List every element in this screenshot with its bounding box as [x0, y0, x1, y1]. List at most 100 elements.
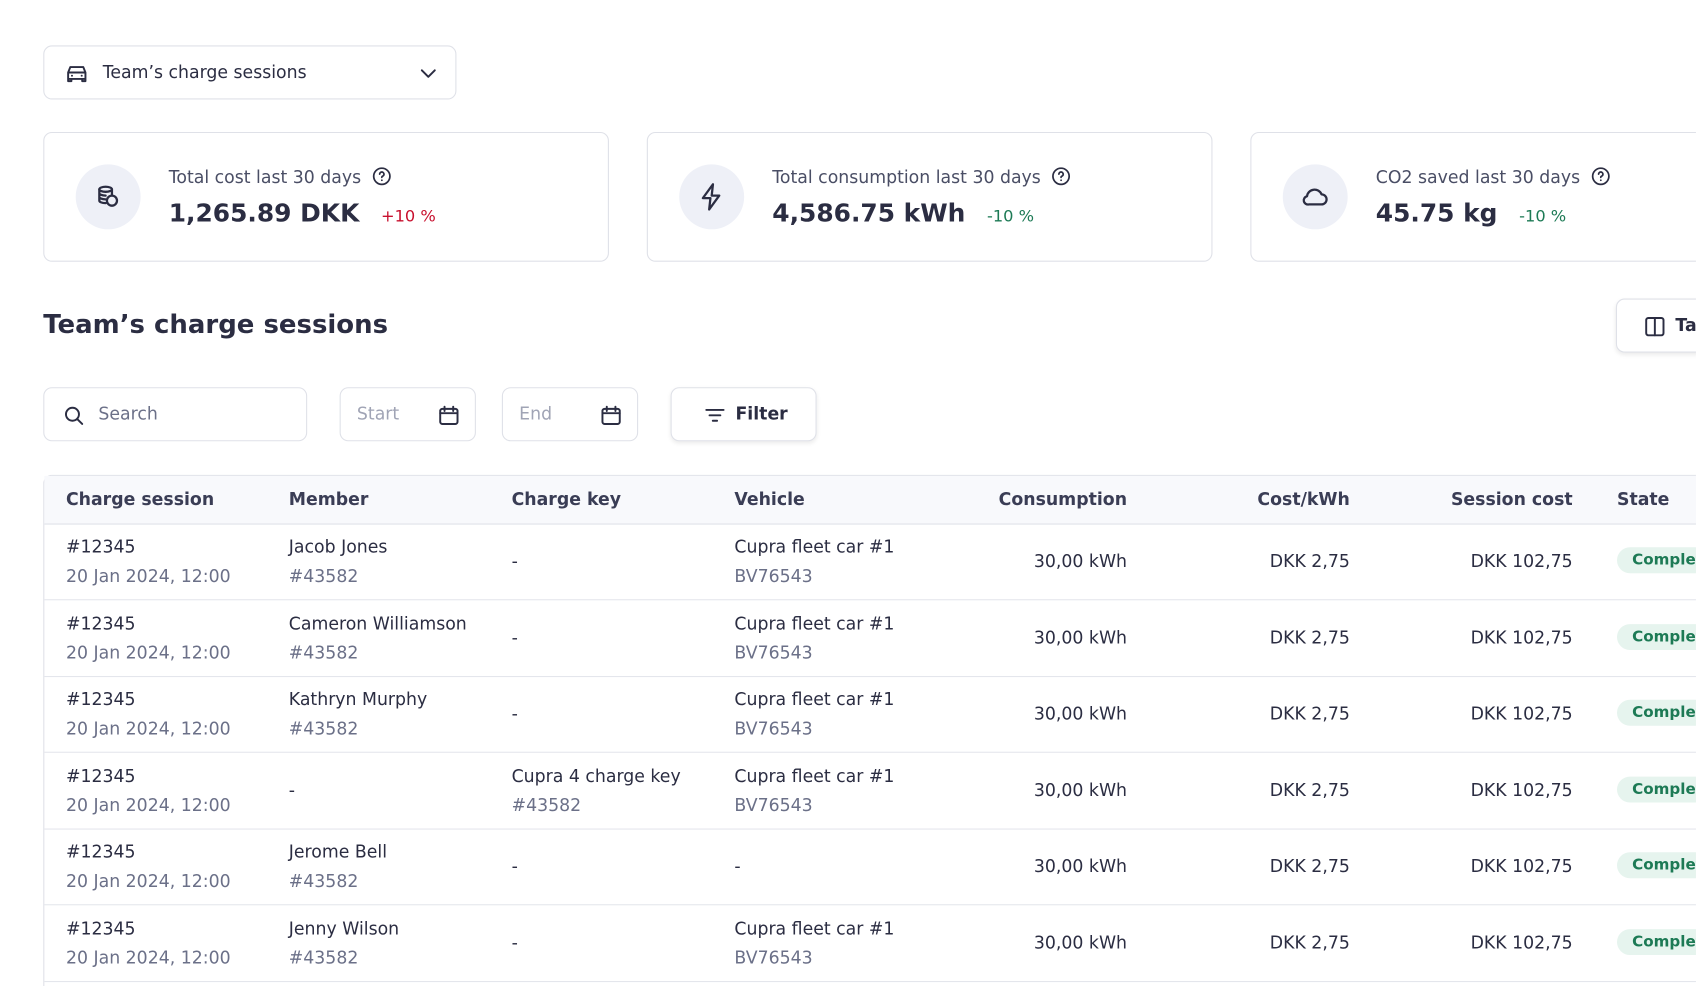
cell-value: - [734, 855, 741, 877]
table-button[interactable]: Ta [1615, 298, 1696, 353]
cell-value: DKK 2,75 [1269, 855, 1350, 877]
cell-primary: Cupra fleet car #1 [734, 917, 895, 939]
stat-card: Total cost last 30 days 1,265.89 DKK +10 % [43, 131, 609, 262]
filter-button[interactable]: Filter [670, 387, 817, 442]
cell-secondary: 20 Jan 2024, 12:00 [65, 718, 231, 739]
stat-card: Total consumption last 30 days 4,586.75 k… [646, 131, 1213, 262]
cell-primary: Cupra fleet car #1 [734, 688, 895, 710]
help-icon [1591, 167, 1610, 186]
cell-value: DKK 102,75 [1470, 931, 1573, 953]
cell-secondary: 20 Jan 2024, 12:00 [65, 641, 231, 663]
cell-value: - [511, 550, 518, 572]
cell-secondary: #43582 [288, 718, 359, 739]
stat-change: -10 % [1519, 206, 1567, 227]
cell-secondary: BV76543 [734, 946, 813, 968]
stat-card: CO2 saved last 30 days 45.75 kg -10 % [1250, 131, 1696, 262]
help-glyph [1591, 167, 1610, 186]
cell-secondary: #43582 [288, 641, 359, 663]
table-header [44, 475, 1696, 525]
cell-primary: Jenny Wilson [288, 917, 400, 939]
cell-secondary: 20 Jan 2024, 12:00 [65, 565, 231, 587]
state-badge: Complete [1616, 776, 1696, 803]
cell-value: 30,00 kWh [1033, 703, 1128, 724]
state-badge: Complete [1616, 852, 1696, 879]
column-header: Charge key [511, 488, 622, 510]
chevron-down [420, 69, 436, 78]
row-divider [44, 751, 1696, 753]
cell-secondary: #43582 [511, 794, 582, 815]
cell-value: - [511, 703, 518, 724]
start-placeholder: Start [356, 403, 400, 424]
stat-value: 45.75 kg [1375, 200, 1498, 229]
end-date[interactable]: End [501, 387, 639, 442]
stat-change: -10 % [987, 206, 1035, 227]
help-icon [372, 167, 391, 186]
cell-secondary: BV76543 [734, 565, 813, 587]
cell-value: 30,00 kWh [1033, 779, 1128, 800]
row-divider [44, 980, 1696, 982]
column-header: State [1616, 488, 1670, 510]
cell-secondary: BV76543 [734, 718, 813, 739]
cell-secondary: 20 Jan 2024, 12:00 [65, 870, 231, 892]
cell-value: - [511, 626, 518, 648]
cell-primary: Cameron Williamson [288, 612, 467, 634]
calendar-icon [601, 405, 621, 425]
filter-label: Filter [735, 403, 788, 424]
column-header: Cost/kWh [1257, 488, 1350, 510]
stat-value: 4,586.75 kWh [772, 200, 966, 229]
stat-change: +10 % [380, 206, 436, 227]
sessions-table: Charge session Member Charge key Vehicle Con… [43, 474, 1696, 986]
cell-secondary: 20 Jan 2024, 12:00 [65, 794, 231, 815]
cell-secondary: 20 Jan 2024, 12:00 [65, 946, 231, 968]
cell-value: 30,00 kWh [1033, 931, 1128, 953]
view-dropdown[interactable]: Team’s charge sessions [43, 45, 457, 100]
help-icon [1052, 167, 1071, 186]
cell-value: 30,00 kWh [1033, 855, 1128, 877]
cell-value: DKK 102,75 [1470, 779, 1573, 800]
cell-value: DKK 102,75 [1470, 703, 1573, 724]
stat-value-row: 1,265.89 DKK +10 % [169, 200, 436, 228]
cell-value: DKK 102,75 [1470, 550, 1573, 572]
row-divider [44, 675, 1696, 677]
search-input[interactable]: Search [43, 387, 308, 442]
section-title: Team’s charge sessions [43, 309, 389, 340]
end-placeholder: End [519, 403, 553, 424]
column-header: Session cost [1450, 488, 1573, 510]
stat-icon [679, 164, 745, 230]
state-badge: Complete [1616, 699, 1696, 726]
cell-primary: Cupra fleet car #1 [734, 612, 895, 634]
help-glyph [1052, 167, 1071, 186]
dropdown-label: Team’s charge sessions [102, 61, 307, 83]
row-divider [44, 827, 1696, 830]
cell-value: DKK 102,75 [1470, 626, 1573, 648]
stat-icon-glyph [701, 183, 721, 211]
stat-label: CO2 saved last 30 days [1376, 167, 1611, 187]
cell-value: - [288, 779, 296, 800]
search-placeholder: Search [98, 403, 158, 424]
cell-secondary: BV76543 [734, 794, 813, 815]
column-header: Vehicle [734, 488, 805, 510]
cell-primary: Cupra fleet car #1 [734, 536, 895, 558]
cell-primary: #12345 [65, 536, 136, 558]
help-glyph [372, 167, 391, 186]
stat-icon-glyph [1302, 188, 1328, 206]
cell-secondary: #43582 [288, 870, 359, 892]
cell-primary: Jacob Jones [288, 536, 388, 558]
cell-secondary: BV76543 [734, 641, 813, 663]
car-icon [67, 66, 87, 83]
stat-value-row: 4,586.75 kWh -10 % [772, 200, 1034, 228]
cell-value: DKK 2,75 [1269, 931, 1350, 953]
row-divider [44, 904, 1696, 906]
start-date[interactable]: Start [339, 387, 476, 442]
calendar-icon [439, 405, 459, 425]
cell-primary: #12345 [65, 841, 136, 863]
cell-value: 30,00 kWh [1033, 626, 1128, 648]
cell-value: DKK 2,75 [1269, 703, 1350, 724]
stat-icon-glyph [98, 185, 119, 207]
cell-secondary: #43582 [288, 565, 359, 587]
state-badge: Complete [1616, 547, 1696, 574]
stat-label: Total consumption last 30 days [772, 167, 1071, 187]
state-badge: Complete [1616, 928, 1696, 955]
column-header: Consumption [998, 488, 1128, 510]
